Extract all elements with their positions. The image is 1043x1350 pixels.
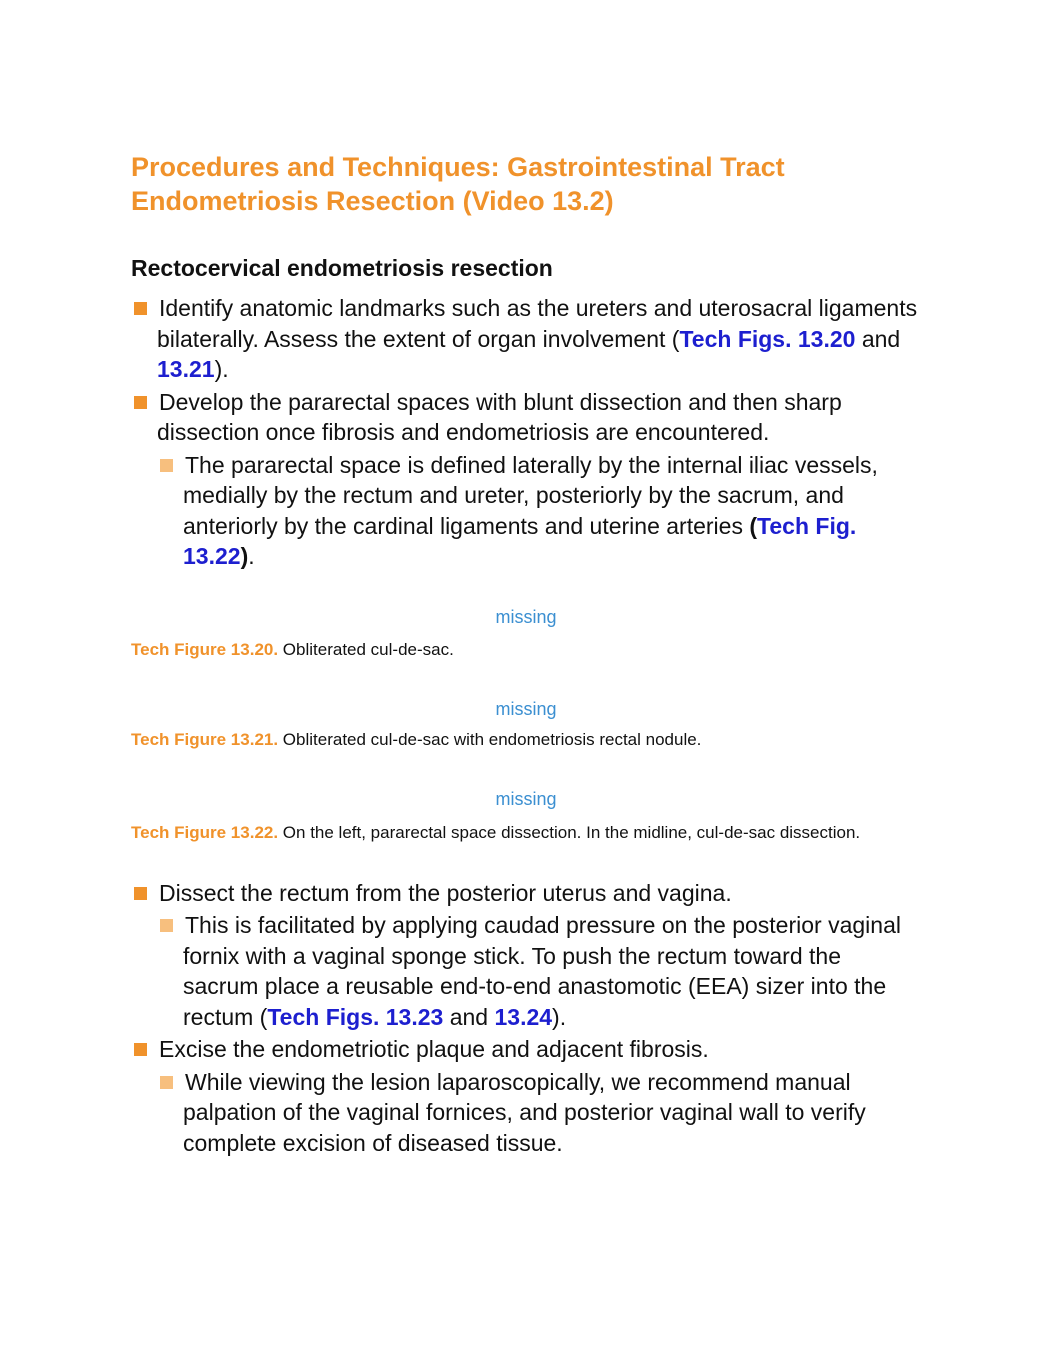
figure-block: missing Tech Figure 13.22. On the left, … [131, 787, 921, 848]
section-heading: Rectocervical endometriosis resection [131, 255, 553, 281]
list-item: Dissect the rectum from the posterior ut… [131, 878, 921, 909]
missing-image-placeholder: missing [495, 788, 557, 809]
list-item: Identify anatomic landmarks such as the … [131, 293, 921, 385]
square-bullet-icon [160, 1075, 173, 1089]
bullet-list-1: Identify anatomic landmarks such as the … [131, 293, 921, 572]
figure-link[interactable]: 13.21 [157, 356, 215, 382]
figure-label: Tech Figure 13.20. [131, 639, 279, 659]
square-bullet-icon [160, 458, 173, 472]
figure-link[interactable]: 13.24 [494, 1003, 553, 1030]
figure-label: Tech Figure 13.21. [131, 729, 279, 749]
sub-list-item: The pararectal space is defined laterall… [157, 450, 921, 572]
figure-link[interactable]: Tech Figs. 13.23 [267, 1003, 444, 1030]
list-item: Excise the endometriotic plaque and adja… [131, 1034, 921, 1065]
list-item: Develop the pararectal spaces with blunt… [131, 387, 921, 448]
sub-list-item: This is facilitated by applying caudad p… [157, 910, 921, 1032]
figure-label: Tech Figure 13.22. [131, 822, 279, 842]
square-bullet-icon [134, 395, 147, 409]
missing-image-placeholder: missing [495, 698, 557, 719]
figure-block: missing Tech Figure 13.21. Obliterated c… [131, 697, 921, 755]
square-bullet-icon [134, 886, 147, 900]
missing-image-placeholder: missing [495, 606, 557, 627]
bullet-list-2: Dissect the rectum from the posterior ut… [131, 878, 921, 1159]
square-bullet-icon [160, 919, 173, 932]
square-bullet-icon [134, 302, 147, 315]
figure-caption: Tech Figure 13.22. On the left, pararect… [131, 822, 861, 842]
document-page: Procedures and Techniques: Gastrointesti… [131, 150, 921, 1160]
square-bullet-icon [134, 1043, 147, 1056]
figure-link[interactable]: Tech Figs. 13.20 [679, 325, 856, 352]
page-title: Procedures and Techniques: Gastrointesti… [131, 152, 785, 216]
sub-list-item: While viewing the lesion laparoscopicall… [157, 1067, 921, 1159]
figure-link[interactable]: Tech Fig. 13.22 [183, 512, 857, 570]
figure-block: missing Tech Figure 13.20. Obliterated c… [131, 605, 921, 665]
figure-caption: Tech Figure 13.21. Obliterated cul-de-sa… [131, 729, 702, 749]
figure-caption: Tech Figure 13.20. Obliterated cul-de-sa… [131, 639, 454, 659]
